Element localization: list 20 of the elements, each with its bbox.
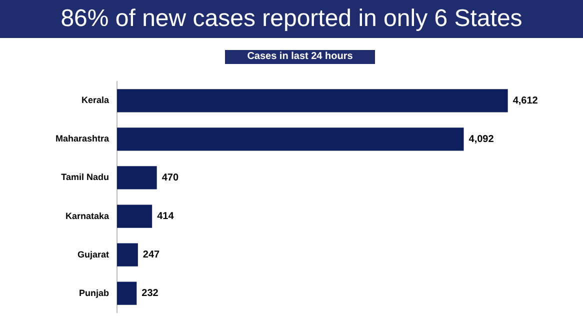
y-tick-label: Kerala xyxy=(81,95,110,106)
bar xyxy=(117,282,137,305)
bar xyxy=(117,243,138,266)
bar xyxy=(117,89,508,112)
bar xyxy=(117,128,464,151)
y-tick-label: Karnataka xyxy=(65,210,110,221)
y-tick-label: Punjab xyxy=(78,288,110,298)
y-tick-label: Maharashtra xyxy=(55,134,110,144)
data-label: 414 xyxy=(157,211,174,222)
data-label: 4,612 xyxy=(512,95,538,106)
data-label: 470 xyxy=(162,172,179,184)
data-label: 232 xyxy=(142,288,159,300)
bar xyxy=(117,204,152,228)
chart-title: 86% of new cases reported in only 6 States xyxy=(0,0,583,38)
chart-subtitle: Cases in last 24 hours xyxy=(225,50,375,64)
data-label: 4,092 xyxy=(468,134,494,145)
y-tick-label: Tamil Nadu xyxy=(61,172,109,182)
data-label: 247 xyxy=(142,250,160,261)
y-tick-label: Gujarat xyxy=(77,249,109,260)
bar xyxy=(117,166,157,190)
